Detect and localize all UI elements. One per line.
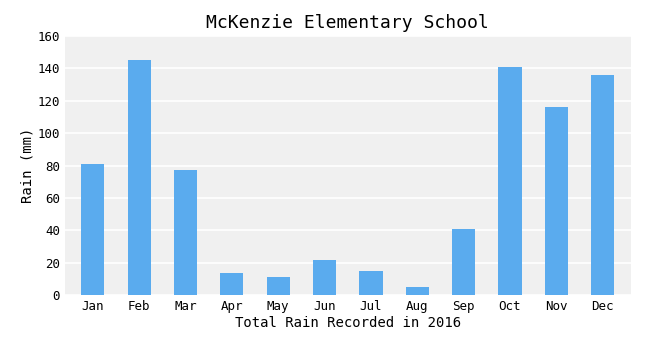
Y-axis label: Rain (mm): Rain (mm) (21, 128, 35, 203)
Bar (266, 277, 290, 295)
Bar (127, 60, 151, 295)
Bar (81, 164, 105, 295)
Bar (545, 107, 568, 295)
Bar (499, 67, 521, 295)
Bar (406, 287, 429, 295)
Bar (313, 260, 336, 295)
Bar (591, 75, 614, 295)
Bar (220, 273, 244, 295)
Bar (359, 271, 382, 295)
Bar (174, 170, 197, 295)
Title: McKenzie Elementary School: McKenzie Elementary School (207, 14, 489, 32)
X-axis label: Total Rain Recorded in 2016: Total Rain Recorded in 2016 (235, 316, 461, 330)
Bar (452, 229, 475, 295)
